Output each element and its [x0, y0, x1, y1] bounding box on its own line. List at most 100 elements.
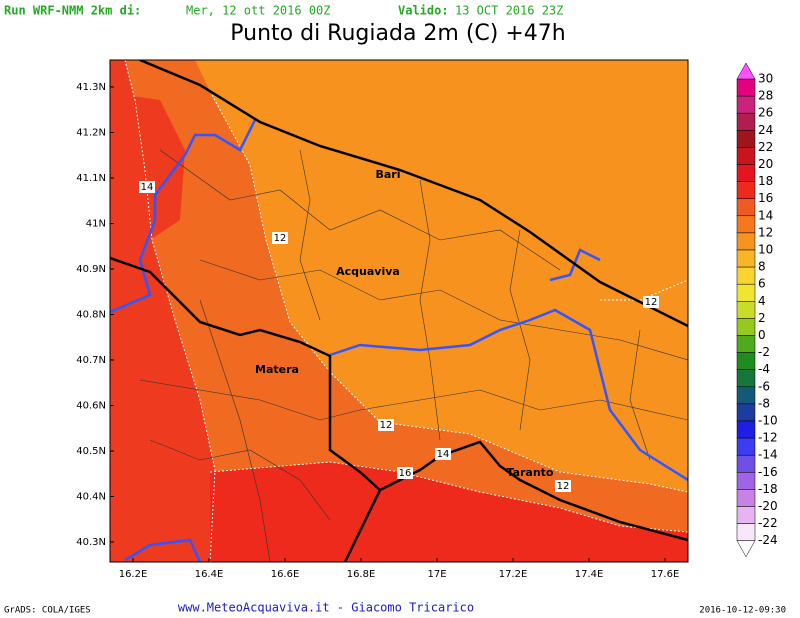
colorbar-band	[736, 420, 756, 439]
contour-label-box	[555, 480, 571, 492]
lat-label: 41N	[86, 219, 106, 230]
colorbar-band	[736, 369, 756, 388]
colorbar-label: 20	[758, 157, 773, 171]
municipal-borders	[139, 149, 688, 562]
colorbar-label: 0	[758, 328, 766, 342]
city-label: Acquaviva	[336, 265, 400, 278]
city-label: Bari	[375, 168, 400, 181]
lat-label: 40.8N	[76, 310, 106, 321]
colorbar-band	[736, 352, 756, 370]
city-label: Matera	[255, 363, 299, 376]
field-16-18-south	[210, 462, 688, 562]
colorbar-label: 8	[758, 260, 766, 274]
colorbar-band	[736, 164, 756, 182]
lat-label: 41.2N	[76, 128, 106, 139]
contour-label-box	[272, 232, 288, 244]
lon-label: 16.8E	[347, 569, 376, 580]
field-16-18-west	[110, 60, 215, 562]
contour-label: 12	[380, 420, 393, 431]
lon-label: 17.6E	[651, 569, 680, 580]
colorbar-label: -6	[758, 379, 770, 393]
colorbar-under	[736, 540, 756, 558]
title: Punto di Rugiada 2m (C) +47h	[230, 21, 565, 46]
lat-label: 40.7N	[76, 355, 106, 366]
lat-label: 40.5N	[76, 446, 106, 457]
colorbar-band	[736, 249, 756, 268]
colorbar-band	[736, 283, 756, 302]
colorbar-label: 26	[758, 106, 773, 120]
colorbar-band	[736, 301, 756, 319]
colorbar-label: 12	[758, 225, 773, 239]
contour-label: 14	[141, 182, 154, 193]
colorbar-band	[736, 147, 756, 165]
colorbar-band	[736, 181, 756, 199]
lat-label: 41.3N	[76, 82, 106, 93]
colorbar-label: -22	[758, 516, 778, 530]
colorbar-label: -24	[758, 533, 778, 547]
city-label: Taranto	[506, 466, 553, 479]
lon-label: 16.2E	[119, 569, 148, 580]
colorbar-over	[736, 62, 756, 80]
lat-label: 41.1N	[76, 173, 106, 184]
map-frame	[109, 59, 689, 563]
run-label: Run WRF-NMM 2km di:	[4, 4, 141, 18]
map	[109, 59, 689, 563]
colorbar-band	[736, 215, 756, 234]
contour-label-box	[643, 296, 659, 308]
footer-center: www.MeteoAcquaviva.it - Giacomo Tricaric…	[178, 601, 474, 615]
contour-label: 14	[437, 449, 450, 460]
colorbar-label: 24	[758, 123, 773, 137]
run-date: Mer, 12 ott 2016 00Z	[186, 4, 331, 18]
lon-label: 17.4E	[575, 569, 604, 580]
colorbar-band	[736, 318, 756, 336]
colorbar-label: -8	[758, 396, 770, 410]
colorbar-label: 4	[758, 294, 766, 308]
colorbar-band	[736, 472, 756, 490]
lat-label: 40.9N	[76, 264, 106, 275]
colorbar-band	[736, 266, 756, 285]
colorbar-label: 28	[758, 89, 773, 103]
colorbar-band	[736, 454, 756, 473]
colorbar-band	[736, 130, 756, 148]
colorbar-band	[736, 232, 756, 251]
colorbar-label: -14	[758, 448, 778, 462]
colorbar-label: 6	[758, 277, 766, 291]
footer-right: 2016-10-12-09:30	[699, 606, 786, 616]
colorbar-band	[736, 437, 756, 456]
contour-label: 16	[399, 468, 412, 479]
contour-label-box	[397, 467, 413, 479]
lon-label: 17E	[427, 569, 446, 580]
colorbar-band	[736, 95, 756, 114]
colorbar-band	[736, 198, 756, 217]
contour-label: 12	[645, 297, 658, 308]
colorbar-band	[736, 335, 756, 353]
colorbar-label: 2	[758, 311, 766, 325]
field-12-14	[195, 60, 688, 492]
colorbar-label: -4	[758, 362, 770, 376]
colorbar-label: -20	[758, 499, 778, 513]
colorbar-band	[736, 78, 756, 97]
colorbar-band	[736, 386, 756, 405]
colorbar-band	[736, 506, 756, 524]
lon-label: 16.6E	[271, 569, 300, 580]
colorbar-label: 16	[758, 191, 773, 205]
colorbar-label: 10	[758, 243, 773, 257]
contour-label: 12	[557, 481, 570, 492]
colorbar-label: -10	[758, 414, 778, 428]
colorbar-label: 30	[758, 72, 773, 86]
contour-label: 12	[274, 233, 287, 244]
contour-label-box	[378, 419, 394, 431]
colorbar-label: 14	[758, 208, 773, 222]
lat-label: 40.3N	[76, 537, 106, 548]
colorbar-label: -16	[758, 465, 778, 479]
colorbar-label: -18	[758, 482, 778, 496]
contour-label-box	[435, 448, 451, 460]
colorbar-label: 18	[758, 174, 773, 188]
lat-label: 40.4N	[76, 492, 106, 503]
coastline	[110, 60, 688, 562]
region-borders	[110, 119, 688, 562]
lon-label: 17.2E	[499, 569, 528, 580]
field-16-18-north	[125, 95, 185, 240]
footer-left: GrADS: COLA/IGES	[4, 606, 91, 616]
